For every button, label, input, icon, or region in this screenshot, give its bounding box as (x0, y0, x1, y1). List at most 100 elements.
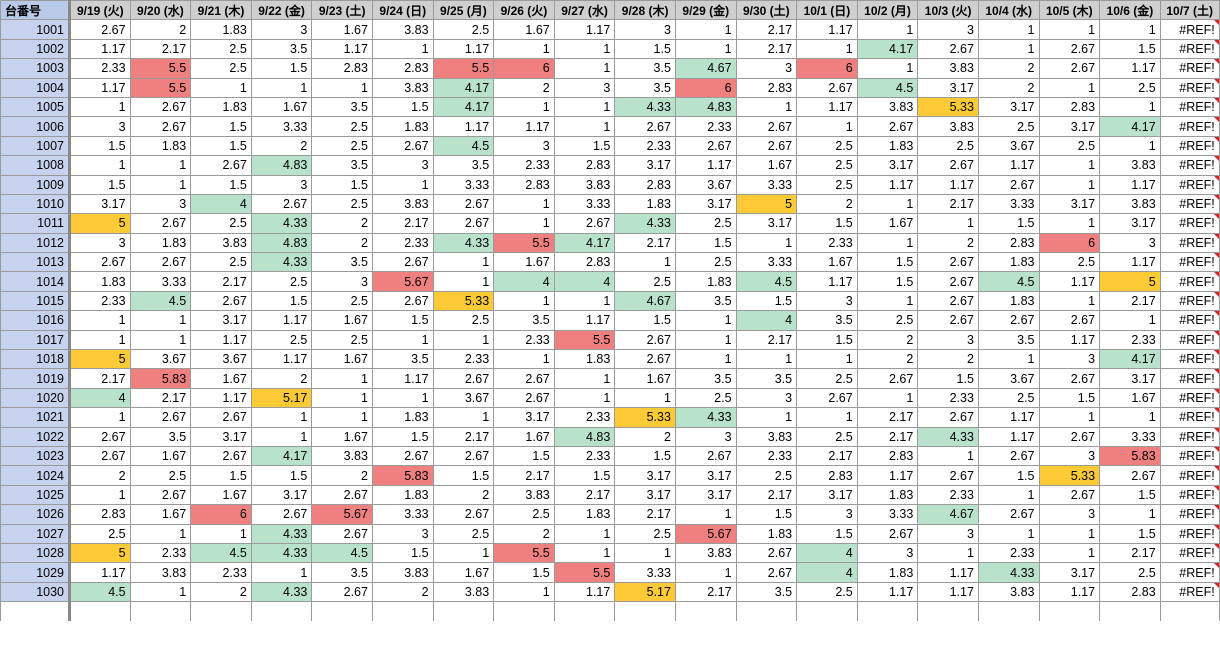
row-header[interactable]: 1006 (0, 116, 71, 137)
data-cell[interactable]: 4.17 (250, 445, 313, 467)
data-cell[interactable]: 1 (371, 387, 434, 409)
data-cell[interactable]: 3.17 (190, 426, 252, 447)
data-cell[interactable]: 1 (674, 562, 737, 583)
data-cell[interactable]: 4.33 (432, 232, 495, 254)
empty-cell[interactable] (796, 601, 858, 621)
empty-cell[interactable] (977, 601, 1040, 621)
row-header[interactable]: 1023 (0, 445, 71, 467)
data-cell[interactable]: 6 (190, 504, 252, 525)
data-cell[interactable]: 2.83 (493, 174, 555, 195)
data-cell[interactable]: 2.5 (432, 19, 495, 40)
column-header[interactable]: 9/29 (金) (674, 0, 737, 21)
data-cell[interactable]: 4 (735, 310, 798, 331)
empty-cell[interactable] (917, 601, 979, 621)
data-cell[interactable]: 3.5 (674, 290, 737, 312)
data-cell[interactable]: 3.5 (250, 38, 313, 60)
data-cell[interactable]: 4.33 (977, 562, 1040, 583)
data-cell[interactable]: 3.17 (1099, 368, 1161, 389)
data-cell[interactable]: 3.5 (796, 310, 858, 331)
data-cell[interactable]: 5.33 (432, 290, 495, 312)
data-cell[interactable]: 3.83 (1099, 155, 1161, 176)
data-cell[interactable]: 1.5 (735, 290, 798, 312)
data-cell[interactable]: 3.83 (371, 19, 434, 40)
row-header[interactable]: 1019 (0, 368, 71, 389)
data-cell[interactable]: 3.33 (735, 252, 798, 273)
row-header[interactable]: 1007 (0, 135, 71, 157)
data-cell[interactable]: 1.67 (311, 310, 373, 331)
data-cell[interactable]: 1.17 (69, 77, 131, 98)
data-cell[interactable]: 1 (674, 329, 737, 351)
row-header[interactable]: 1015 (0, 290, 71, 312)
data-cell[interactable]: 2.5 (311, 135, 373, 157)
data-cell[interactable]: 2.67 (674, 135, 737, 157)
data-cell[interactable]: 2.67 (917, 290, 979, 312)
data-cell[interactable]: 2 (432, 484, 495, 506)
column-header[interactable]: 10/1 (日) (796, 0, 858, 21)
data-cell[interactable]: 1 (1099, 19, 1161, 40)
data-cell[interactable]: 1.83 (614, 193, 676, 215)
data-cell[interactable]: 1.5 (856, 252, 919, 273)
data-cell[interactable]: 3.17 (614, 155, 676, 176)
data-cell[interactable]: 1.17 (796, 96, 858, 118)
data-cell[interactable]: 4.67 (614, 290, 676, 312)
ref-error-cell[interactable]: #REF! (1159, 484, 1220, 506)
data-cell[interactable]: 1.83 (190, 19, 252, 40)
data-cell[interactable]: 3.33 (432, 174, 495, 195)
data-cell[interactable]: 2 (311, 232, 373, 254)
data-cell[interactable]: 1.67 (190, 484, 252, 506)
column-header[interactable]: 10/6 (金) (1099, 0, 1161, 21)
data-cell[interactable]: 3.17 (796, 484, 858, 506)
row-header[interactable]: 1008 (0, 155, 71, 176)
data-cell[interactable]: 3.5 (311, 562, 373, 583)
data-cell[interactable]: 4.5 (735, 271, 798, 292)
data-cell[interactable]: 2.83 (977, 232, 1040, 254)
data-cell[interactable]: 2.17 (735, 484, 798, 506)
data-cell[interactable]: 1 (856, 193, 919, 215)
data-cell[interactable]: 2 (977, 77, 1040, 98)
ref-error-cell[interactable]: #REF! (1159, 465, 1220, 486)
data-cell[interactable]: 2.5 (1099, 77, 1161, 98)
data-cell[interactable]: 5.5 (129, 77, 192, 98)
data-cell[interactable]: 1.17 (674, 155, 737, 176)
data-cell[interactable]: 1.17 (917, 581, 979, 603)
data-cell[interactable]: 3 (1038, 349, 1101, 370)
data-cell[interactable]: 1.67 (1099, 387, 1161, 409)
data-cell[interactable]: 3.83 (371, 193, 434, 215)
data-cell[interactable]: 2 (977, 58, 1040, 79)
data-cell[interactable]: 1.17 (856, 581, 919, 603)
row-header[interactable]: 1030 (0, 581, 71, 603)
data-cell[interactable]: 3.83 (371, 77, 434, 98)
data-cell[interactable]: 1.5 (614, 38, 676, 60)
data-cell[interactable]: 2.67 (371, 290, 434, 312)
data-cell[interactable]: 1.5 (371, 426, 434, 447)
ref-error-cell[interactable]: #REF! (1159, 193, 1220, 215)
data-cell[interactable]: 3 (250, 174, 313, 195)
column-header[interactable]: 10/4 (水) (977, 0, 1040, 21)
data-cell[interactable]: 1.5 (371, 310, 434, 331)
data-cell[interactable]: 5.17 (614, 581, 676, 603)
data-cell[interactable]: 3 (735, 387, 798, 409)
data-cell[interactable]: 1.5 (1099, 523, 1161, 544)
data-cell[interactable]: 1.83 (129, 135, 192, 157)
data-cell[interactable]: 2.67 (1038, 484, 1101, 506)
data-cell[interactable]: 2.5 (796, 581, 858, 603)
data-cell[interactable]: 2.67 (917, 310, 979, 331)
data-cell[interactable]: 4.83 (674, 96, 737, 118)
data-cell[interactable]: 2.83 (856, 445, 919, 467)
data-cell[interactable]: 4.5 (311, 542, 373, 564)
data-cell[interactable]: 4.17 (856, 38, 919, 60)
data-cell[interactable]: 3.83 (977, 581, 1040, 603)
data-cell[interactable]: 3.67 (674, 174, 737, 195)
data-cell[interactable]: 1.17 (917, 174, 979, 195)
data-cell[interactable]: 2.33 (69, 58, 131, 79)
data-cell[interactable]: 2 (917, 349, 979, 370)
ref-error-cell[interactable]: #REF! (1159, 58, 1220, 79)
data-cell[interactable]: 4.17 (553, 232, 616, 254)
ref-error-cell[interactable]: #REF! (1159, 290, 1220, 312)
data-cell[interactable]: 2.33 (674, 116, 737, 137)
ref-error-cell[interactable]: #REF! (1159, 523, 1220, 544)
data-cell[interactable]: 3.83 (856, 96, 919, 118)
data-cell[interactable]: 2 (917, 232, 979, 254)
ref-error-cell[interactable]: #REF! (1159, 445, 1220, 467)
data-cell[interactable]: 2.5 (190, 252, 252, 273)
